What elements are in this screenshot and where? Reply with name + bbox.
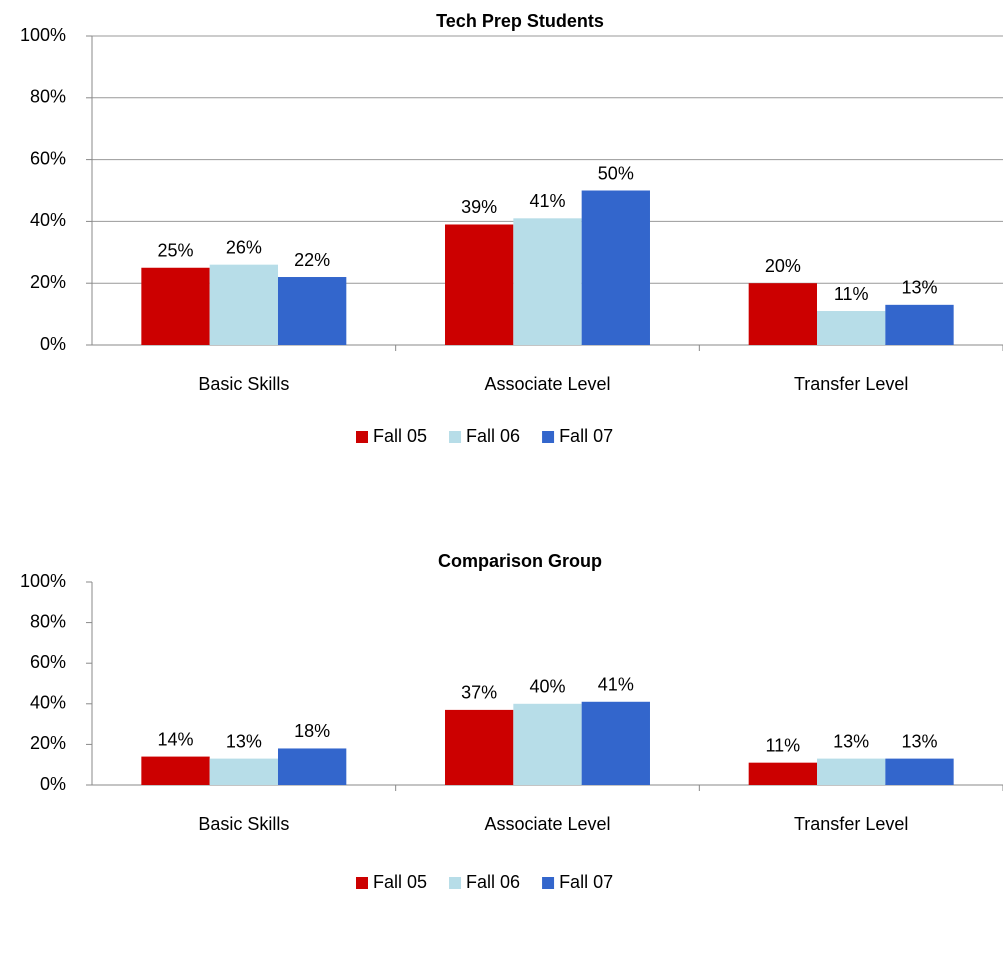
bar <box>581 701 650 785</box>
data-label: 14% <box>157 729 193 749</box>
y-tick-label: 100% <box>20 25 66 45</box>
chart-title: Comparison Group <box>438 551 602 571</box>
legend-label: Fall 06 <box>466 872 520 892</box>
legend-label: Fall 06 <box>466 426 520 446</box>
bar <box>209 264 278 345</box>
bar <box>885 758 954 785</box>
data-label: 26% <box>226 237 262 257</box>
x-tick-label: Associate Level <box>484 814 610 834</box>
data-label: 22% <box>294 250 330 270</box>
x-tick-label: Transfer Level <box>794 374 908 394</box>
data-label: 37% <box>461 683 497 703</box>
bar <box>513 703 582 785</box>
y-tick-label: 100% <box>20 571 66 591</box>
legend-swatch <box>449 431 462 443</box>
data-label: 13% <box>901 278 937 298</box>
legend-swatch <box>356 431 368 443</box>
x-tick-label: Basic Skills <box>198 814 289 834</box>
bar <box>581 190 650 345</box>
bar <box>817 758 886 785</box>
legend-label: Fall 07 <box>559 426 613 446</box>
legend-label: Fall 05 <box>373 872 427 892</box>
legend-swatch <box>542 877 555 889</box>
bar <box>277 748 347 785</box>
x-tick-label: Basic Skills <box>198 374 289 394</box>
y-tick-label: 60% <box>30 652 66 672</box>
bar <box>885 304 954 345</box>
legend-swatch <box>542 431 555 443</box>
chart-title: Tech Prep Students <box>436 11 604 31</box>
bar <box>277 277 347 345</box>
y-tick-label: 40% <box>30 693 66 713</box>
data-label: 41% <box>598 675 634 695</box>
legend-swatch <box>356 877 368 889</box>
data-label: 13% <box>901 731 937 751</box>
data-label: 40% <box>529 677 565 697</box>
bar <box>209 758 278 785</box>
y-tick-label: 20% <box>30 272 66 292</box>
data-label: 11% <box>834 284 869 304</box>
bar <box>141 756 210 785</box>
data-label: 13% <box>833 731 869 751</box>
bar <box>513 218 582 345</box>
data-label: 20% <box>765 256 801 276</box>
y-tick-label: 80% <box>30 611 66 631</box>
data-label: 41% <box>529 191 565 211</box>
bar <box>141 267 210 345</box>
y-tick-label: 80% <box>30 87 66 107</box>
y-tick-label: 40% <box>30 210 66 230</box>
data-label: 39% <box>461 197 497 217</box>
legend-swatch <box>449 877 462 889</box>
x-tick-label: Associate Level <box>484 374 610 394</box>
data-label: 18% <box>294 721 330 741</box>
legend-label: Fall 05 <box>373 426 427 446</box>
bar <box>445 709 514 785</box>
data-label: 50% <box>598 163 634 183</box>
y-tick-label: 20% <box>30 733 66 753</box>
bar <box>748 283 818 345</box>
data-label: 11% <box>765 735 800 755</box>
y-tick-label: 0% <box>40 774 66 794</box>
bar <box>748 762 818 785</box>
bar <box>445 224 514 345</box>
y-tick-label: 0% <box>40 334 66 354</box>
legend-label: Fall 07 <box>559 872 613 892</box>
bar <box>817 311 886 345</box>
data-label: 25% <box>157 241 193 261</box>
y-tick-label: 60% <box>30 148 66 168</box>
x-tick-label: Transfer Level <box>794 814 908 834</box>
data-label: 13% <box>226 731 262 751</box>
